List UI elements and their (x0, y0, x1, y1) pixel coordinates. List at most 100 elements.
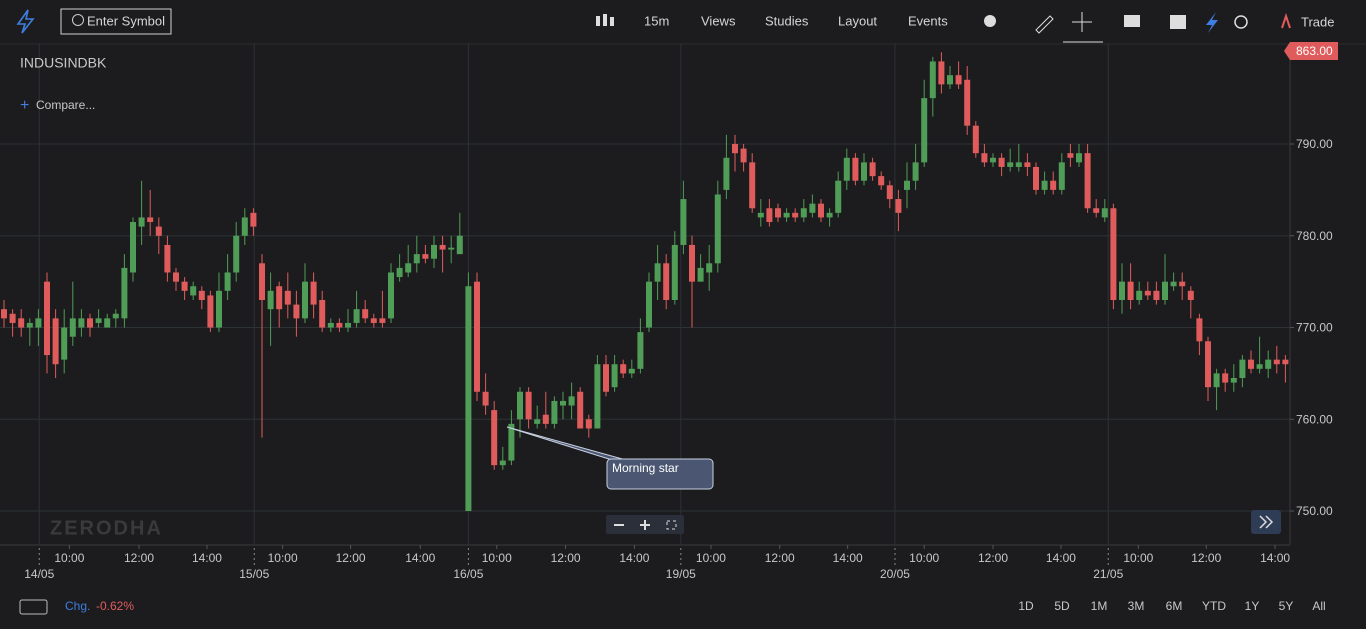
range-buttons: 1D 5D 1M 3M 6M YTD 1Y 5Y All (1018, 599, 1325, 613)
candle-body (1, 309, 7, 319)
range-button[interactable]: 1D (1018, 599, 1034, 613)
candle-body (413, 254, 420, 264)
range-button[interactable]: 6M (1166, 599, 1183, 613)
candle-body (534, 419, 541, 424)
candle-body (843, 157, 850, 181)
y-tick-label: 760.00 (1296, 412, 1333, 426)
candle-body (224, 272, 231, 291)
trade-button[interactable]: Trade (1301, 14, 1334, 29)
comment-icon[interactable] (1124, 15, 1140, 27)
x-tick-label: 14:00 (405, 551, 435, 565)
candle-body (293, 304, 300, 319)
candle-body (319, 300, 326, 328)
candle-body (78, 318, 85, 328)
candle-body (465, 286, 472, 512)
compare-plus[interactable]: + (20, 97, 29, 114)
candle-body (826, 212, 833, 218)
range-button[interactable]: YTD (1202, 599, 1226, 613)
table-icon[interactable] (1170, 15, 1186, 29)
change-value: -0.62% (96, 599, 134, 613)
candle-body (198, 290, 205, 301)
x-tick-label: 10:00 (482, 551, 512, 565)
range-button[interactable]: 5D (1054, 599, 1070, 613)
candle-body (714, 194, 721, 264)
fullscreen[interactable] (666, 520, 677, 530)
range-button[interactable]: All (1312, 599, 1325, 613)
candle-body (981, 153, 988, 163)
candle-body (706, 263, 713, 273)
range-button[interactable]: 3M (1128, 599, 1145, 613)
candle-body (1127, 281, 1134, 301)
range-button[interactable]: 1M (1091, 599, 1108, 613)
candle-body (155, 226, 162, 236)
candle-body (972, 125, 979, 154)
x-tick-label: 14:00 (833, 551, 863, 565)
candle-body (181, 281, 188, 291)
keyboard-icon[interactable] (19, 599, 48, 615)
candle-body (267, 290, 274, 310)
candle-body (310, 281, 317, 305)
candle-body (52, 318, 59, 365)
y-tick-label: 780.00 (1296, 229, 1333, 243)
refresh-icon[interactable] (1234, 15, 1248, 29)
candle-body (1213, 373, 1220, 388)
candle-body (955, 75, 962, 85)
candle-body (1153, 290, 1160, 301)
annotation: Morning star (506, 426, 714, 490)
candle-body (1015, 162, 1022, 167)
logo (16, 9, 35, 34)
flash-icon[interactable] (1206, 12, 1218, 33)
price-tag: 863.00 (1284, 42, 1338, 60)
candle-body (1230, 378, 1237, 383)
candle-body (783, 212, 790, 218)
candle-body (594, 364, 601, 429)
crosshair-icon[interactable] (1072, 12, 1092, 32)
watermark: ZERODHA (50, 517, 163, 539)
candle-body (362, 309, 369, 319)
candle-body (482, 391, 489, 406)
candle-body (663, 263, 670, 301)
x-tick-label: 12:00 (336, 551, 366, 565)
x-tick-label: 12:00 (765, 551, 795, 565)
candle-body (259, 263, 265, 301)
candle-body (1170, 281, 1177, 287)
search-icon (72, 14, 84, 26)
candle-body (912, 162, 919, 181)
candle-body (689, 244, 695, 282)
candle-body (284, 290, 291, 305)
candle-body (878, 176, 885, 186)
x-tick-label: 10:00 (696, 551, 726, 565)
layout-menu[interactable]: Layout (838, 13, 877, 28)
candle-body (499, 460, 506, 466)
x-tick-label: 10:00 (54, 551, 84, 565)
candle-body (1076, 153, 1082, 163)
range-button[interactable]: 1Y (1245, 599, 1260, 613)
candle-icon[interactable] (596, 14, 614, 26)
candle-body (9, 313, 16, 323)
candle-body (1119, 281, 1125, 301)
candle-body (947, 75, 953, 85)
plot (0, 44, 1294, 565)
candle-body (654, 263, 661, 282)
candle-body (396, 267, 403, 278)
candle-body (112, 313, 119, 319)
candle-body (1110, 208, 1117, 301)
candle-body (353, 309, 360, 323)
draw-icon[interactable] (1035, 15, 1054, 34)
range-button[interactable]: 5Y (1279, 599, 1294, 613)
search-box[interactable] (60, 8, 172, 35)
y-tick-label: 770.00 (1296, 321, 1333, 335)
views-menu[interactable]: Views (701, 13, 736, 28)
candle-body (998, 157, 1005, 167)
annotation-text: Morning star (612, 461, 679, 475)
candle-body (69, 318, 76, 337)
candle-body (1196, 318, 1203, 342)
compare-link[interactable]: Compare... (36, 98, 95, 112)
studies-menu[interactable]: Studies (765, 13, 809, 28)
events-menu[interactable]: Events (908, 13, 948, 28)
zoom-in[interactable] (640, 520, 650, 530)
interval[interactable]: 15m (644, 13, 669, 28)
settings-icon[interactable] (984, 15, 996, 27)
